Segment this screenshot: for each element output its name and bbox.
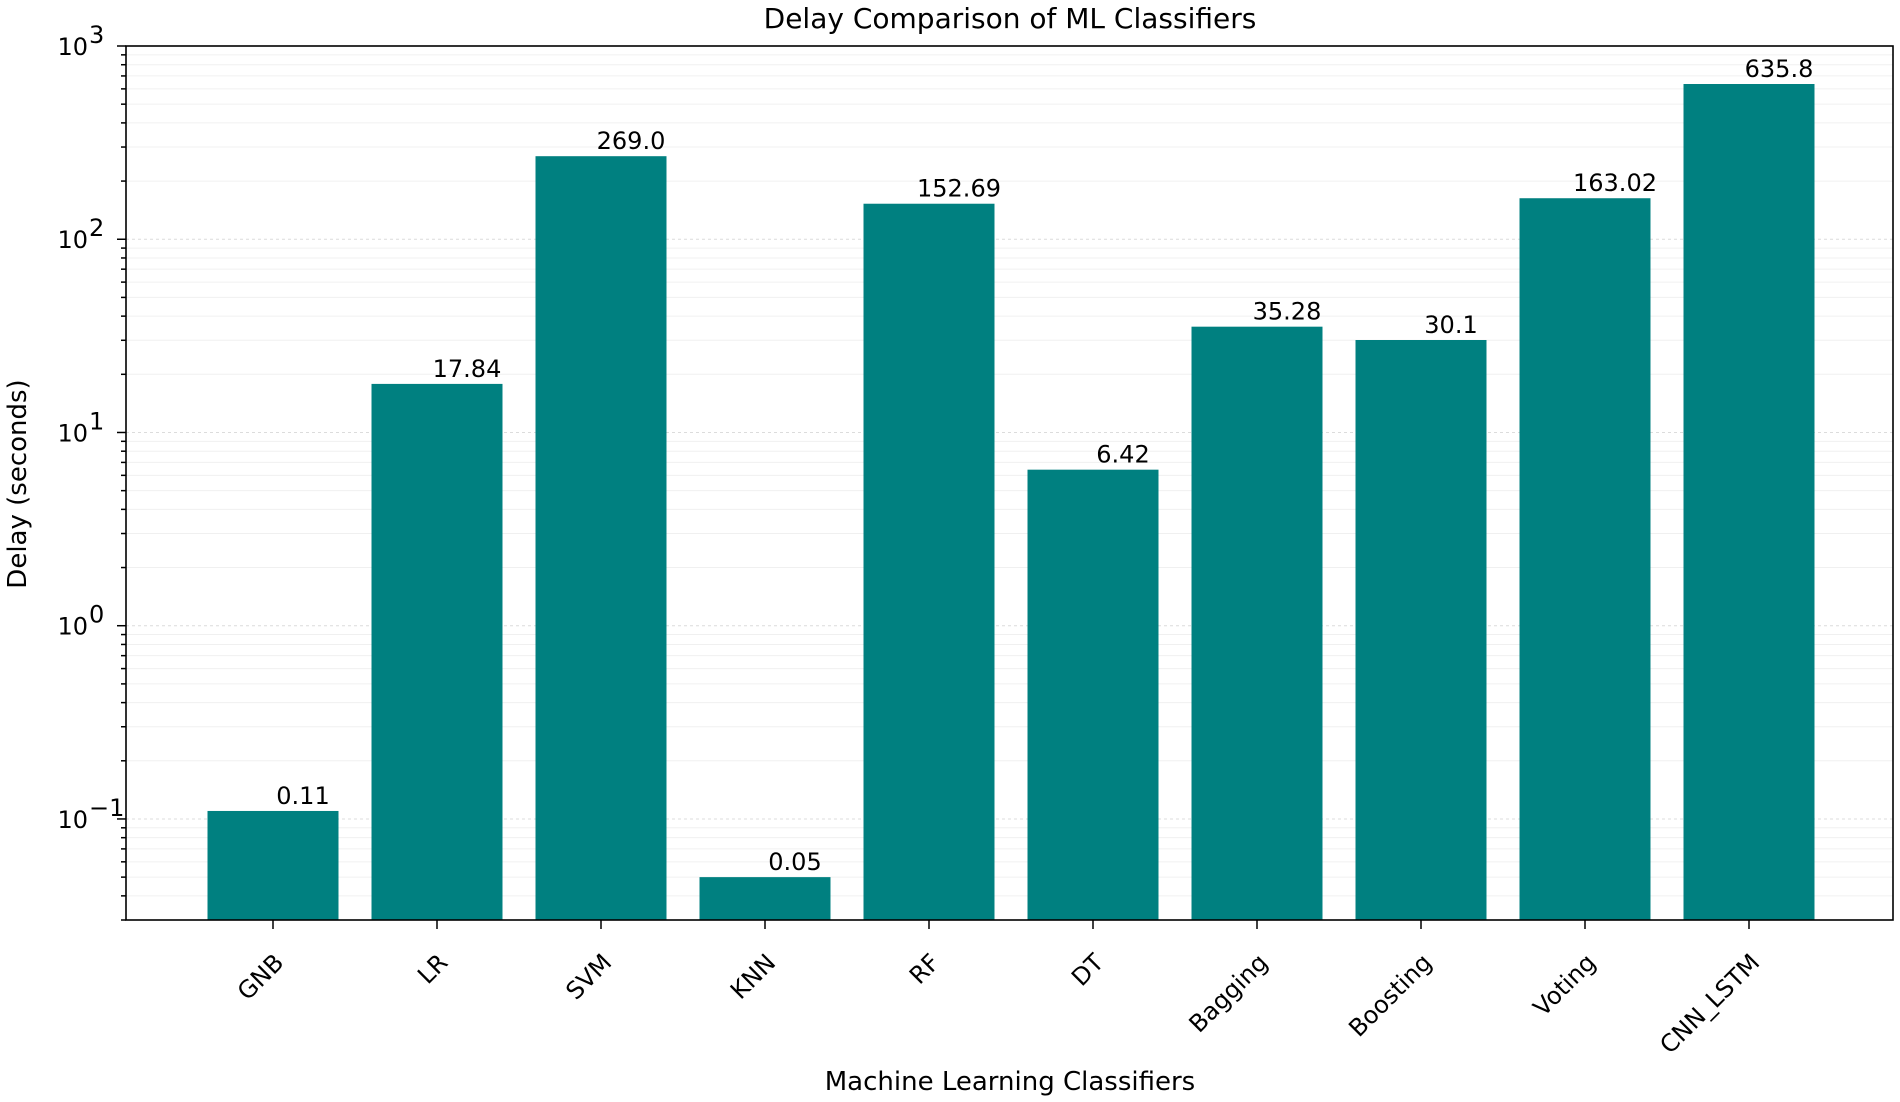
bar-gnb [207, 810, 339, 920]
bar-knn [699, 877, 831, 920]
bars [207, 84, 1815, 921]
x-tick-label: CNN_LSTM [1654, 948, 1765, 1059]
y-tick-label: 10 [57, 613, 88, 641]
plot-frame [125, 45, 1894, 921]
chart-title: Delay Comparison of ML Classifiers [764, 2, 1257, 35]
x-tick-label: Bagging [1184, 948, 1274, 1038]
y-tick-label: 10 [57, 226, 88, 254]
x-tick-label: Boosting [1343, 948, 1437, 1042]
y-tick-exponent: 3 [89, 21, 104, 49]
value-label: 35.28 [1253, 298, 1322, 326]
bar-dt [1027, 469, 1159, 920]
bar-cnn-lstm [1683, 84, 1815, 921]
value-label: 30.1 [1424, 311, 1477, 339]
y-tick-exponent: 1 [89, 407, 104, 435]
y-tick-exponent: −1 [89, 794, 124, 822]
y-tick-label: 10 [57, 806, 88, 834]
y-tick-label: 10 [57, 33, 88, 61]
value-label: 17.84 [433, 355, 502, 383]
bar-boosting [1355, 340, 1487, 920]
bar-voting [1519, 198, 1651, 920]
x-tick-label: SVM [560, 948, 617, 1005]
x-axis-label: Machine Learning Classifiers [825, 1067, 1195, 1097]
bar-lr [371, 383, 503, 920]
value-label: 6.42 [1096, 441, 1149, 469]
x-tick-label: Voting [1528, 948, 1601, 1021]
x-tick-label: RF [904, 948, 945, 989]
value-label: 163.02 [1573, 169, 1657, 197]
value-label: 0.11 [276, 782, 329, 810]
bar-bagging [1191, 326, 1323, 920]
bar-rf [863, 203, 995, 921]
bar-svm [535, 156, 667, 921]
y-axis-label: Delay (seconds) [3, 379, 33, 588]
value-label: 152.69 [917, 175, 1001, 203]
x-tick-label: GNB [232, 948, 289, 1005]
y-tick-exponent: 2 [89, 214, 104, 242]
x-tick-label: KNN [725, 948, 781, 1004]
x-tick-label: LR [412, 948, 453, 989]
y-tick-label: 10 [57, 419, 88, 447]
x-tick-label: DT [1066, 948, 1109, 991]
value-labels: 0.11 17.84 269.0 0.05 152.69 6.42 35.28 30.1 163… [276, 55, 1813, 876]
value-label: 0.05 [768, 848, 821, 876]
x-axis-ticks: GNB LR SVM KNN RF DT Bagging Boosting Voting CNN_… [232, 920, 1765, 1059]
y-tick-exponent: 0 [89, 601, 104, 629]
value-label: 269.0 [597, 127, 666, 155]
value-label: 635.8 [1745, 55, 1814, 83]
